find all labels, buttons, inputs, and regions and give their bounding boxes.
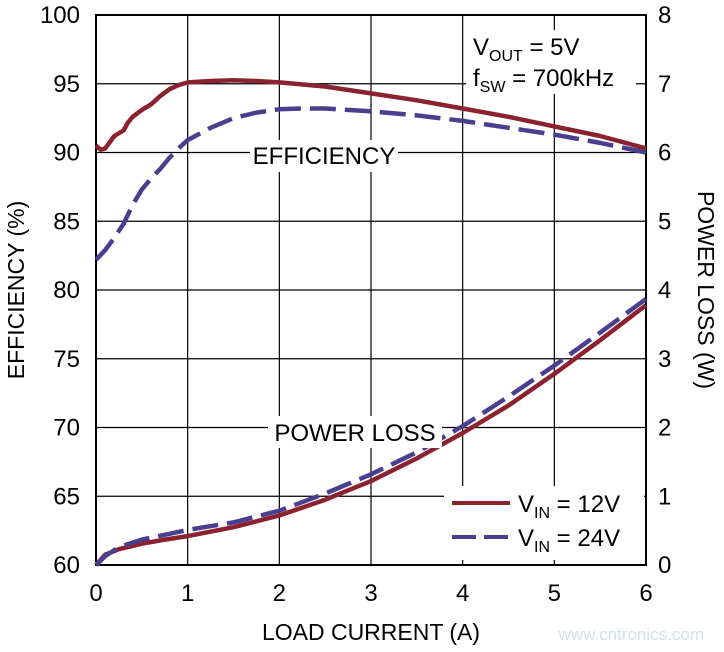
vout-sub: OUT: [489, 48, 523, 65]
legend-vin24-sub: IN: [534, 539, 550, 556]
y-left-tick-3: 75: [53, 346, 80, 373]
legend-label-vin24: VIN = 24V: [518, 525, 620, 556]
vout-annotation: VOUT = 5V: [473, 34, 580, 65]
legend-vin12-main: V: [518, 491, 534, 518]
y-left-tick-8: 100: [40, 2, 80, 29]
power-loss-label-bg: [268, 416, 442, 448]
y-right-tick-6: 6: [658, 140, 671, 167]
plot-frame: [95, 14, 647, 566]
x-axis-title: LOAD CURRENT (A): [262, 619, 480, 645]
watermark: www.cntronics.com: [558, 625, 704, 644]
y-left-tick-labels: 60 65 70 75 80 85 90 95 100: [40, 2, 80, 579]
y-right-tick-5: 5: [658, 208, 671, 235]
efficiency-label-bg: [250, 140, 398, 172]
series-efficiency-vin24: [94, 106, 647, 262]
y-left-tick-7: 95: [53, 71, 80, 98]
vout-annotation-bg: [466, 30, 636, 94]
legend-vin24-main: V: [518, 525, 534, 552]
vout-main: V: [473, 34, 489, 61]
y-left-tick-4: 80: [53, 277, 80, 304]
legend-vin24-rest: = 24V: [550, 525, 620, 552]
x-tick-0: 0: [89, 580, 102, 607]
y-right-tick-2: 2: [658, 415, 671, 442]
vout-rest: = 5V: [523, 34, 580, 61]
y-left-tick-2: 70: [53, 415, 80, 442]
x-tick-6: 6: [639, 580, 652, 607]
x-tick-5: 5: [548, 580, 561, 607]
fsw-annotation: fSW = 700kHz: [473, 65, 614, 96]
y-right-tick-0: 0: [658, 552, 671, 579]
legend-label-vin12: VIN = 12V: [518, 491, 620, 522]
efficiency-label: EFFICIENCY: [253, 143, 396, 170]
fsw-rest: = 700kHz: [505, 65, 614, 92]
y-right-tick-8: 8: [658, 2, 671, 29]
fsw-main: f: [473, 65, 480, 92]
series-power_loss-vin12: [94, 303, 648, 567]
y-left-tick-5: 85: [53, 208, 80, 235]
y-right-tick-4: 4: [658, 277, 671, 304]
fsw-sub: SW: [480, 79, 507, 96]
y-right-axis-title: POWER LOSS (W): [693, 191, 719, 389]
x-tick-2: 2: [273, 580, 286, 607]
y-left-tick-0: 60: [53, 552, 80, 579]
y-right-tick-7: 7: [658, 71, 671, 98]
x-tick-4: 4: [456, 580, 469, 607]
y-left-tick-6: 90: [53, 140, 80, 167]
power-loss-label: POWER LOSS: [274, 420, 435, 447]
legend-vin12-rest: = 12V: [550, 491, 620, 518]
y-left-tick-1: 65: [53, 483, 80, 510]
y-left-axis-title: EFFICIENCY (%): [3, 201, 29, 379]
y-right-tick-1: 1: [658, 483, 671, 510]
x-tick-3: 3: [364, 580, 377, 607]
x-tick-1: 1: [181, 580, 194, 607]
series-efficiency-vin12: [94, 78, 647, 152]
series-power_loss-vin24: [94, 297, 648, 567]
legend-vin12-sub: IN: [534, 505, 550, 522]
y-right-tick-3: 3: [658, 346, 671, 373]
legend: VIN = 12V VIN = 24V: [444, 486, 644, 560]
legend-bg: [444, 486, 644, 560]
x-tick-labels: 0 1 2 3 4 5 6: [89, 580, 652, 607]
curves: [94, 78, 648, 567]
y-right-tick-labels: 0 1 2 3 4 5 6 7 8: [658, 2, 671, 579]
